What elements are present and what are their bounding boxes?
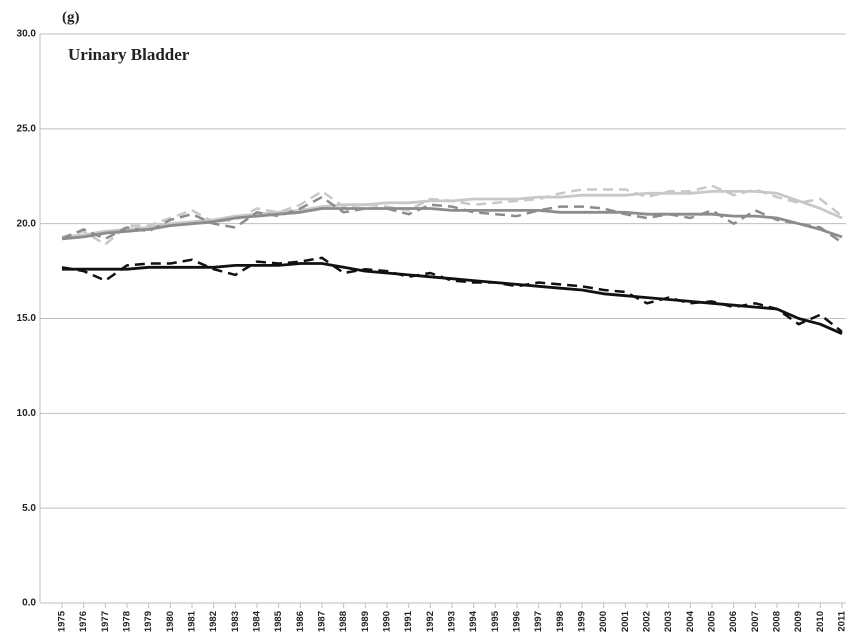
x-tick-label: 2005	[707, 610, 718, 632]
x-tick-label: 1981	[187, 610, 198, 632]
x-tick-label: 1987	[317, 611, 328, 632]
x-tick-label: 2003	[663, 611, 674, 632]
y-tick-label: 25.0	[17, 123, 37, 134]
x-tick-label: 1983	[230, 611, 241, 632]
y-tick-label: 15.0	[17, 313, 37, 324]
x-tick-label: 2011	[837, 610, 848, 631]
x-tick-label: 1989	[360, 611, 371, 632]
x-tick-label: 1995	[490, 610, 501, 632]
x-tick-label: 2000	[598, 611, 609, 632]
x-tick-label: 1978	[122, 611, 133, 632]
fitted-line	[61, 207, 843, 241]
y-tick-label: 20.0	[17, 218, 37, 229]
x-tick-label: 1991	[403, 610, 414, 632]
x-tick-label: 1997	[533, 611, 544, 632]
x-tick-label: 1977	[100, 611, 111, 632]
x-tick-label: 1979	[143, 611, 154, 632]
x-tick-label: 2010	[815, 611, 826, 632]
x-tick-label: 2002	[642, 611, 653, 632]
x-tick-label: 2009	[793, 611, 804, 632]
panel-label: (g)	[62, 9, 80, 25]
x-tick-label: 1994	[468, 610, 479, 632]
x-tick-label: 2001	[620, 610, 631, 632]
x-tick-label: 2006	[728, 611, 739, 632]
x-tick-label: 1976	[78, 611, 89, 632]
y-tick-label: 30.0	[17, 29, 37, 40]
x-tick-label: 1998	[555, 611, 566, 632]
x-tick-label: 2007	[750, 611, 761, 632]
fitted-line	[62, 262, 843, 335]
x-tick-label: 1975	[57, 610, 68, 632]
observed-line	[61, 195, 843, 244]
x-tick-label: 1982	[208, 611, 219, 632]
y-tick-label: 5.0	[22, 503, 36, 514]
x-tick-label: 1988	[338, 611, 349, 632]
y-tick-label: 0.0	[22, 598, 36, 609]
chart-title: Urinary Bladder	[68, 45, 190, 64]
x-tick-label: 1999	[577, 611, 588, 632]
observed-line	[61, 184, 843, 246]
y-tick-label: 10.0	[17, 408, 37, 419]
x-tick-label: 1980	[165, 611, 176, 632]
x-tick-label: 1993	[447, 611, 458, 632]
x-tick-label: 2004	[685, 610, 696, 632]
x-tick-label: 2008	[772, 611, 783, 632]
x-tick-label: 1992	[425, 611, 436, 632]
observed-line	[61, 256, 843, 333]
x-tick-label: 1996	[512, 611, 523, 632]
x-tick-label: 1984	[252, 610, 263, 632]
x-tick-label: 1990	[382, 611, 393, 632]
x-tick-label: 1986	[295, 611, 306, 632]
x-tick-label: 1985	[273, 610, 284, 632]
